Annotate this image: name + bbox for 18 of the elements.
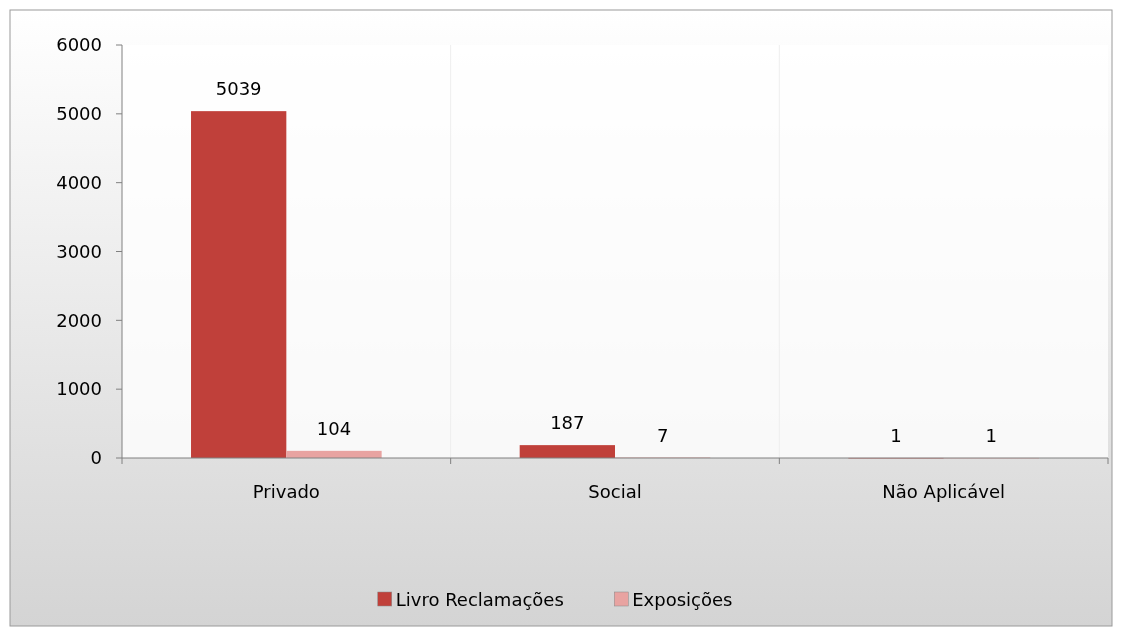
- y-tick-label: 3000: [56, 240, 102, 262]
- x-tick-label: Social: [588, 481, 642, 502]
- data-label: 1: [890, 424, 902, 446]
- y-tick-label: 2000: [56, 309, 102, 331]
- x-tick-label: Privado: [252, 481, 320, 502]
- data-label: 1: [985, 424, 998, 446]
- data-label: 187: [550, 412, 585, 434]
- legend-label: Livro Reclamações: [395, 589, 564, 611]
- data-label: 104: [316, 417, 352, 439]
- data-label: 7: [656, 424, 669, 446]
- x-tick-label: Não Aplicável: [882, 481, 1005, 502]
- y-tick-label: 4000: [56, 171, 102, 193]
- y-tick-label: 0: [90, 447, 102, 469]
- y-tick-label: 5000: [56, 103, 102, 125]
- legend-label: Exposições: [632, 589, 733, 611]
- y-tick-label: 1000: [56, 378, 102, 400]
- data-label: 5039: [215, 78, 262, 100]
- y-tick-label: 6000: [56, 34, 102, 56]
